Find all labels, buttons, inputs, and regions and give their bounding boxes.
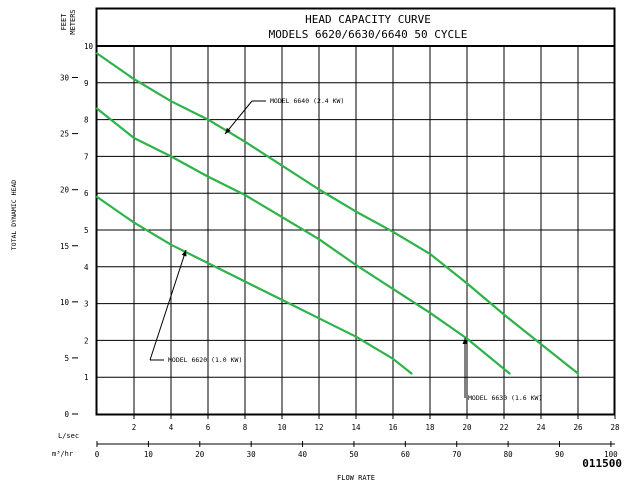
y-tick-label-feet: 10 [60, 298, 70, 307]
series-label-6620: MODEL 6620 (1.0 KW) [168, 356, 242, 364]
series-label-6640: MODEL 6640 (2.4 KW) [270, 97, 344, 105]
y-tick-label-meters: 5 [84, 226, 89, 235]
x-axis-label: FLOW RATE [337, 474, 375, 482]
callout-6640 [224, 100, 253, 135]
x-tick-label-m3hr: 0 [95, 450, 100, 459]
x-tick-label-lsec: 20 [462, 423, 472, 432]
x-tick-label-m3hr: 90 [555, 450, 565, 459]
chart-title-line2: MODELS 6620/6630/6640 50 CYCLE [269, 28, 468, 41]
curve-6630 [95, 107, 511, 375]
callout-leader [224, 100, 253, 135]
y-tick-label-feet: 15 [60, 242, 69, 251]
y-tick-label-feet: 0 [64, 410, 69, 419]
figure-number: 011500 [582, 457, 622, 470]
callout-6620 [149, 249, 187, 361]
series-layer [95, 52, 580, 375]
x-tick-label-lsec: 28 [610, 423, 620, 432]
callout-arrowhead [181, 250, 187, 257]
y-tick-label-meters: 10 [84, 42, 94, 51]
x-tick-label-m3hr: 50 [349, 450, 359, 459]
y-tick-label-meters: 3 [84, 300, 89, 309]
x-tick-label-m3hr: 80 [504, 450, 514, 459]
y-tick-label-feet: 25 [60, 130, 69, 139]
x-tick-label-lsec: 18 [425, 423, 435, 432]
x-tick-label-m3hr: 30 [247, 450, 257, 459]
x-tick-label-m3hr: 10 [144, 450, 154, 459]
x-tick-label-lsec: 8 [243, 423, 248, 432]
callout-arrowhead [225, 127, 231, 134]
callout-arrowhead [462, 338, 468, 344]
y-tick-label-feet: 30 [60, 74, 70, 83]
x-tick-label-m3hr: 70 [452, 450, 462, 459]
x-tick-label-lsec: 6 [206, 423, 211, 432]
y-tick-label-meters: 8 [84, 116, 89, 125]
y-tick-label-meters: 7 [84, 152, 89, 161]
x-tick-label-m3hr: 60 [401, 450, 411, 459]
y-tick-label-feet: 5 [64, 354, 69, 363]
x-tick-label-lsec: 14 [351, 423, 361, 432]
x-units-m3hr: m³/hr [52, 450, 73, 458]
x-tick-label-lsec: 4 [169, 423, 174, 432]
x-tick-label-lsec: 16 [388, 423, 398, 432]
x-tick-label-m3hr: 40 [298, 450, 308, 459]
y-tick-label-feet: 20 [60, 186, 70, 195]
curve-6620 [95, 195, 413, 375]
y-axis-label: TOTAL DYNAMIC HEAD [10, 180, 18, 251]
x-tick-label-lsec: 24 [536, 423, 546, 432]
curve-6640 [95, 52, 580, 375]
y-tick-label-meters: 2 [84, 336, 89, 345]
y-units-meters: METERS [69, 9, 77, 34]
y-units-feet: FEET [60, 13, 68, 31]
y-tick-label-meters: 1 [84, 373, 89, 382]
x-tick-label-lsec: 22 [499, 423, 508, 432]
x-tick-label-lsec: 10 [277, 423, 287, 432]
y-tick-label-meters: 9 [84, 79, 89, 88]
callout-6630 [462, 338, 468, 398]
callout-leader [149, 249, 187, 361]
x-tick-label-lsec: 2 [132, 423, 137, 432]
callout-layer [149, 100, 468, 398]
x-tick-label-lsec: 26 [573, 423, 583, 432]
chart-title-line1: HEAD CAPACITY CURVE [305, 13, 431, 26]
y-tick-label-meters: 6 [84, 189, 89, 198]
x-units-lsec: L/sec [58, 432, 79, 440]
x-tick-label-m3hr: 20 [195, 450, 205, 459]
x-tick-label-lsec: 12 [314, 423, 323, 432]
grid-layer [97, 46, 615, 414]
x-tick-label-m3hr: 100 [604, 450, 618, 459]
y-tick-label-meters: 4 [84, 263, 89, 272]
series-label-6630: MODEL 6630 (1.6 KW) [468, 394, 542, 402]
